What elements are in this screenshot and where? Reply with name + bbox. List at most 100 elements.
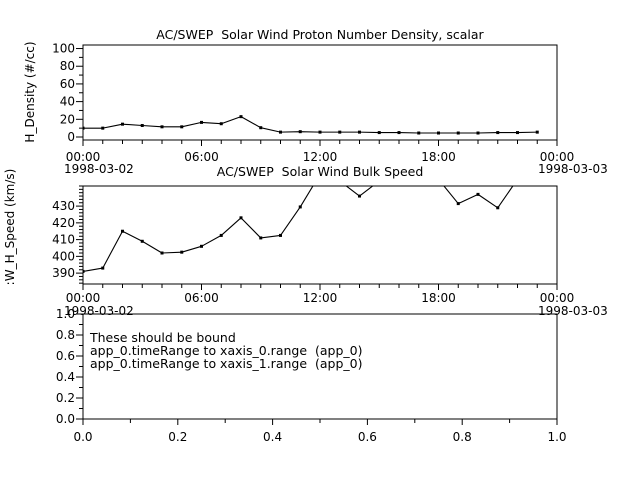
data-point-marker	[160, 125, 164, 129]
y-axis-tick-label: 1.0	[56, 307, 75, 321]
data-point-marker	[180, 250, 184, 254]
x-axis-tick-label: 0.8	[453, 430, 472, 444]
x-axis-tick-label: 00:00	[540, 291, 575, 305]
plot-area-1[interactable]	[83, 186, 557, 284]
x-axis-tick-label: 18:00	[421, 291, 456, 305]
y-axis-tick-label: 0.6	[56, 349, 75, 363]
data-point-marker	[200, 244, 203, 248]
y-axis-tick-label: 390	[52, 266, 75, 280]
data-point-marker	[83, 269, 85, 273]
data-point-marker	[338, 179, 341, 182]
plot-frame-0	[82, 44, 558, 141]
y-axis-tick-label: 410	[52, 233, 75, 247]
data-point-marker	[378, 179, 381, 182]
data-point-marker	[496, 131, 500, 135]
data-point-marker	[535, 130, 539, 134]
data-point-marker	[83, 126, 85, 130]
plot-area-0[interactable]	[83, 45, 557, 140]
data-point-marker	[239, 115, 243, 119]
plot1-yaxis-label: H_Density (#/cc)	[23, 41, 37, 143]
data-point-marker	[298, 130, 302, 134]
data-point-marker	[121, 229, 124, 233]
x-axis-tick-label: 0.2	[168, 430, 187, 444]
x-axis-tick-label: 0.4	[263, 430, 282, 444]
x-axis-tick-label: 00:00	[540, 150, 575, 164]
y-axis-tick-label: 420	[52, 216, 75, 230]
data-series-SW_H_Speed	[83, 178, 519, 273]
data-point-marker	[516, 178, 519, 181]
data-point-marker	[377, 131, 381, 135]
x-axis-tick-label: 06:00	[184, 150, 219, 164]
data-point-marker	[496, 206, 500, 210]
data-point-marker	[219, 122, 223, 126]
plot1-start-date-label: 1998-03-02	[64, 162, 134, 176]
x-axis-tick-label: 12:00	[303, 150, 338, 164]
x-axis-tick-label: 12:00	[303, 291, 338, 305]
data-point-marker	[101, 266, 105, 270]
data-series-H_Density	[83, 115, 539, 135]
plot-frame-1	[82, 185, 558, 285]
data-point-marker	[358, 130, 361, 134]
plot-area-2[interactable]	[83, 314, 557, 419]
x-axis-tick-label: 00:00	[66, 291, 101, 305]
data-point-marker	[259, 236, 263, 240]
data-point-marker	[121, 122, 124, 126]
data-line	[83, 186, 514, 272]
y-axis-tick-label: 100	[52, 42, 75, 56]
plot2-start-date-label: 1998-03-02	[64, 304, 134, 318]
data-point-marker	[219, 233, 223, 237]
plot-frame-2	[82, 313, 558, 420]
binding-annotation-line-1: These should be bound	[90, 330, 236, 345]
x-axis-tick-label: 1.0	[547, 430, 566, 444]
data-point-marker	[239, 216, 243, 220]
x-axis-tick-label: 00:00	[66, 150, 101, 164]
plot2-end-date-label: 1998-03-03	[538, 304, 608, 318]
y-axis-tick-label: 430	[52, 199, 75, 213]
data-point-marker	[437, 131, 440, 135]
data-point-marker	[298, 205, 302, 209]
data-point-marker	[476, 131, 480, 135]
binding-annotation-line-2: app_0.timeRange to xaxis_0.range (app_0)	[90, 343, 363, 358]
data-point-marker	[200, 120, 203, 124]
data-point-marker	[417, 131, 421, 135]
y-axis-tick-label: 80	[60, 59, 75, 73]
y-axis-tick-label: 40	[60, 95, 75, 109]
plot2-yaxis-label: :W_H_Speed (km/s)	[3, 168, 17, 286]
y-axis-tick-label: 0	[67, 130, 75, 144]
y-axis-tick-label: 0.4	[56, 370, 75, 384]
y-axis-tick-label: 400	[52, 249, 75, 263]
data-point-marker	[279, 130, 282, 134]
y-axis-tick-label: 20	[60, 112, 75, 126]
plot1-end-date-label: 1998-03-03	[538, 162, 608, 176]
data-point-marker	[160, 251, 164, 255]
x-axis-tick-label: 06:00	[184, 291, 219, 305]
data-line	[83, 116, 538, 134]
data-point-marker	[516, 131, 519, 135]
plot2-title: AC/SWEP Solar Wind Bulk Speed	[216, 164, 424, 179]
y-axis-tick-label: 0.8	[56, 328, 75, 342]
y-axis-tick-label: 0.2	[56, 391, 75, 405]
y-axis-tick-label: 0.0	[56, 412, 75, 426]
data-point-marker	[318, 130, 322, 134]
binding-annotation-line-3: app_0.timeRange to xaxis_1.range (app_0)	[90, 356, 363, 371]
x-axis-tick-label: 0.0	[73, 430, 92, 444]
x-axis-tick-label: 0.6	[358, 430, 377, 444]
data-point-marker	[456, 131, 460, 135]
data-point-marker	[140, 123, 144, 127]
x-axis-tick-label: 18:00	[421, 150, 456, 164]
data-point-marker	[338, 130, 342, 134]
y-axis-tick-label: 60	[60, 77, 75, 91]
data-point-marker	[437, 178, 440, 181]
data-point-marker	[358, 194, 361, 198]
data-point-marker	[279, 233, 282, 237]
data-point-marker	[140, 239, 144, 243]
data-point-marker	[397, 131, 401, 135]
data-point-marker	[259, 126, 263, 130]
data-point-marker	[456, 202, 460, 206]
data-point-marker	[180, 125, 184, 129]
data-point-marker	[101, 126, 105, 130]
plot1-title: AC/SWEP Solar Wind Proton Number Density…	[156, 27, 484, 42]
data-point-marker	[476, 192, 480, 196]
